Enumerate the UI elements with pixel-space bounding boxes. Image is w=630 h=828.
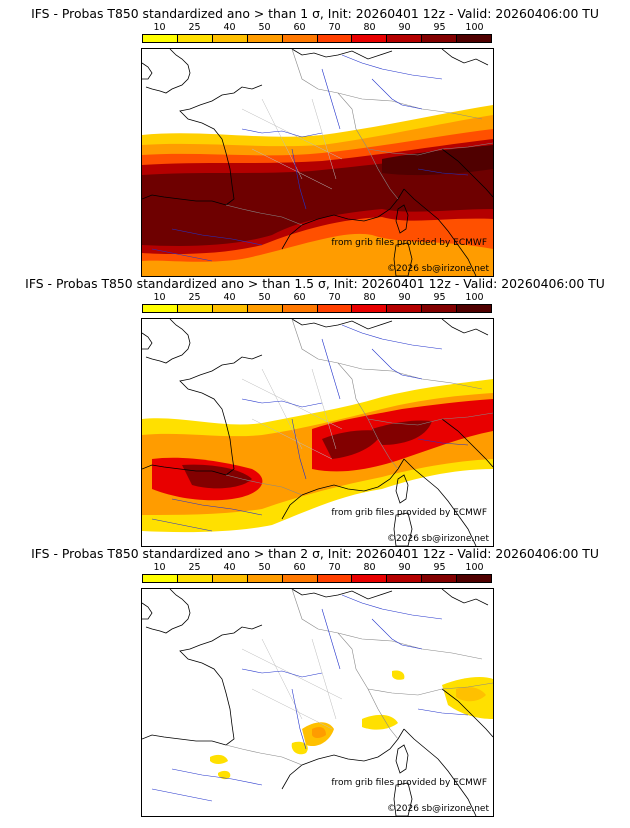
colorbar	[142, 34, 492, 43]
colorbar-swatch	[317, 575, 353, 582]
colorbar-swatch	[247, 35, 283, 42]
colorbar-tick: 10	[153, 22, 166, 33]
colorbar-tick: 90	[398, 562, 411, 573]
colorbar-labels: 10 25 40 50 60 70 80 90 95 100	[142, 292, 492, 304]
credit-copyright: ©2026 sb@irizone.net	[387, 264, 489, 274]
colorbar-tick: 25	[188, 562, 201, 573]
colorbar-swatch	[422, 305, 458, 312]
probability-map: from grib files provided by ECMWF ©2026 …	[141, 588, 494, 817]
credit-source: from grib files provided by ECMWF	[331, 508, 487, 518]
map-canvas	[142, 319, 493, 546]
credit-source: from grib files provided by ECMWF	[331, 778, 487, 788]
colorbar	[142, 304, 492, 313]
colorbar-swatch	[212, 575, 248, 582]
colorbar-tick: 50	[258, 22, 271, 33]
colorbar-swatch	[457, 575, 492, 582]
colorbar-tick: 100	[465, 562, 484, 573]
colorbar-swatch	[247, 575, 283, 582]
colorbar-labels: 10 25 40 50 60 70 80 90 95 100	[142, 562, 492, 574]
colorbar-swatch	[177, 575, 213, 582]
colorbar-tick: 100	[465, 22, 484, 33]
colorbar-swatch	[177, 305, 213, 312]
colorbar-tick: 40	[223, 562, 236, 573]
colorbar-tick: 90	[398, 292, 411, 303]
colorbar-swatch	[212, 35, 248, 42]
map-canvas	[142, 49, 493, 276]
panel-title: IFS - Probas T850 standardized ano > tha…	[25, 276, 605, 291]
colorbar-swatch	[387, 575, 423, 582]
colorbar-swatch	[457, 35, 492, 42]
colorbar-tick: 60	[293, 292, 306, 303]
panel-3: IFS - Probas T850 standardized ano > tha…	[0, 540, 630, 817]
colorbar	[142, 574, 492, 583]
panel-1: IFS - Probas T850 standardized ano > tha…	[0, 0, 630, 277]
colorbar-swatch	[352, 305, 388, 312]
credit-copyright: ©2026 sb@irizone.net	[387, 804, 489, 814]
colorbar-tick: 10	[153, 292, 166, 303]
colorbar-tick: 50	[258, 562, 271, 573]
probability-map: from grib files provided by ECMWF ©2026 …	[141, 48, 494, 277]
credit-copyright: ©2026 sb@irizone.net	[387, 534, 489, 544]
colorbar-tick: 80	[363, 22, 376, 33]
colorbar-tick: 25	[188, 22, 201, 33]
colorbar-swatch	[317, 305, 353, 312]
panel-title: IFS - Probas T850 standardized ano > tha…	[31, 6, 599, 21]
colorbar-tick: 95	[433, 22, 446, 33]
colorbar-tick: 70	[328, 22, 341, 33]
colorbar-tick: 70	[328, 292, 341, 303]
colorbar-tick: 40	[223, 22, 236, 33]
colorbar-swatch	[143, 35, 178, 42]
probability-map: from grib files provided by ECMWF ©2026 …	[141, 318, 494, 547]
colorbar-tick: 80	[363, 292, 376, 303]
colorbar-tick: 80	[363, 562, 376, 573]
credit-source: from grib files provided by ECMWF	[331, 238, 487, 248]
colorbar-tick: 100	[465, 292, 484, 303]
colorbar-swatch	[352, 35, 388, 42]
colorbar-swatch	[387, 305, 423, 312]
colorbar-tick: 25	[188, 292, 201, 303]
colorbar-swatch	[282, 305, 318, 312]
colorbar-tick: 40	[223, 292, 236, 303]
colorbar-tick: 95	[433, 562, 446, 573]
colorbar-swatch	[457, 305, 492, 312]
colorbar-swatch	[143, 305, 178, 312]
panel-2: IFS - Probas T850 standardized ano > tha…	[0, 270, 630, 547]
colorbar-swatch	[143, 575, 178, 582]
colorbar-swatch	[247, 305, 283, 312]
colorbar-tick: 10	[153, 562, 166, 573]
colorbar-swatch	[352, 575, 388, 582]
colorbar-swatch	[177, 35, 213, 42]
colorbar-swatch	[422, 575, 458, 582]
panel-title: IFS - Probas T850 standardized ano > tha…	[31, 546, 599, 561]
colorbar-swatch	[317, 35, 353, 42]
colorbar-swatch	[282, 575, 318, 582]
colorbar-tick: 60	[293, 562, 306, 573]
colorbar-labels: 10 25 40 50 60 70 80 90 95 100	[142, 22, 492, 34]
colorbar-swatch	[387, 35, 423, 42]
colorbar-tick: 50	[258, 292, 271, 303]
colorbar-tick: 95	[433, 292, 446, 303]
colorbar-swatch	[212, 305, 248, 312]
colorbar-tick: 60	[293, 22, 306, 33]
colorbar-tick: 90	[398, 22, 411, 33]
colorbar-tick: 70	[328, 562, 341, 573]
map-canvas	[142, 589, 493, 816]
colorbar-swatch	[282, 35, 318, 42]
colorbar-swatch	[422, 35, 458, 42]
